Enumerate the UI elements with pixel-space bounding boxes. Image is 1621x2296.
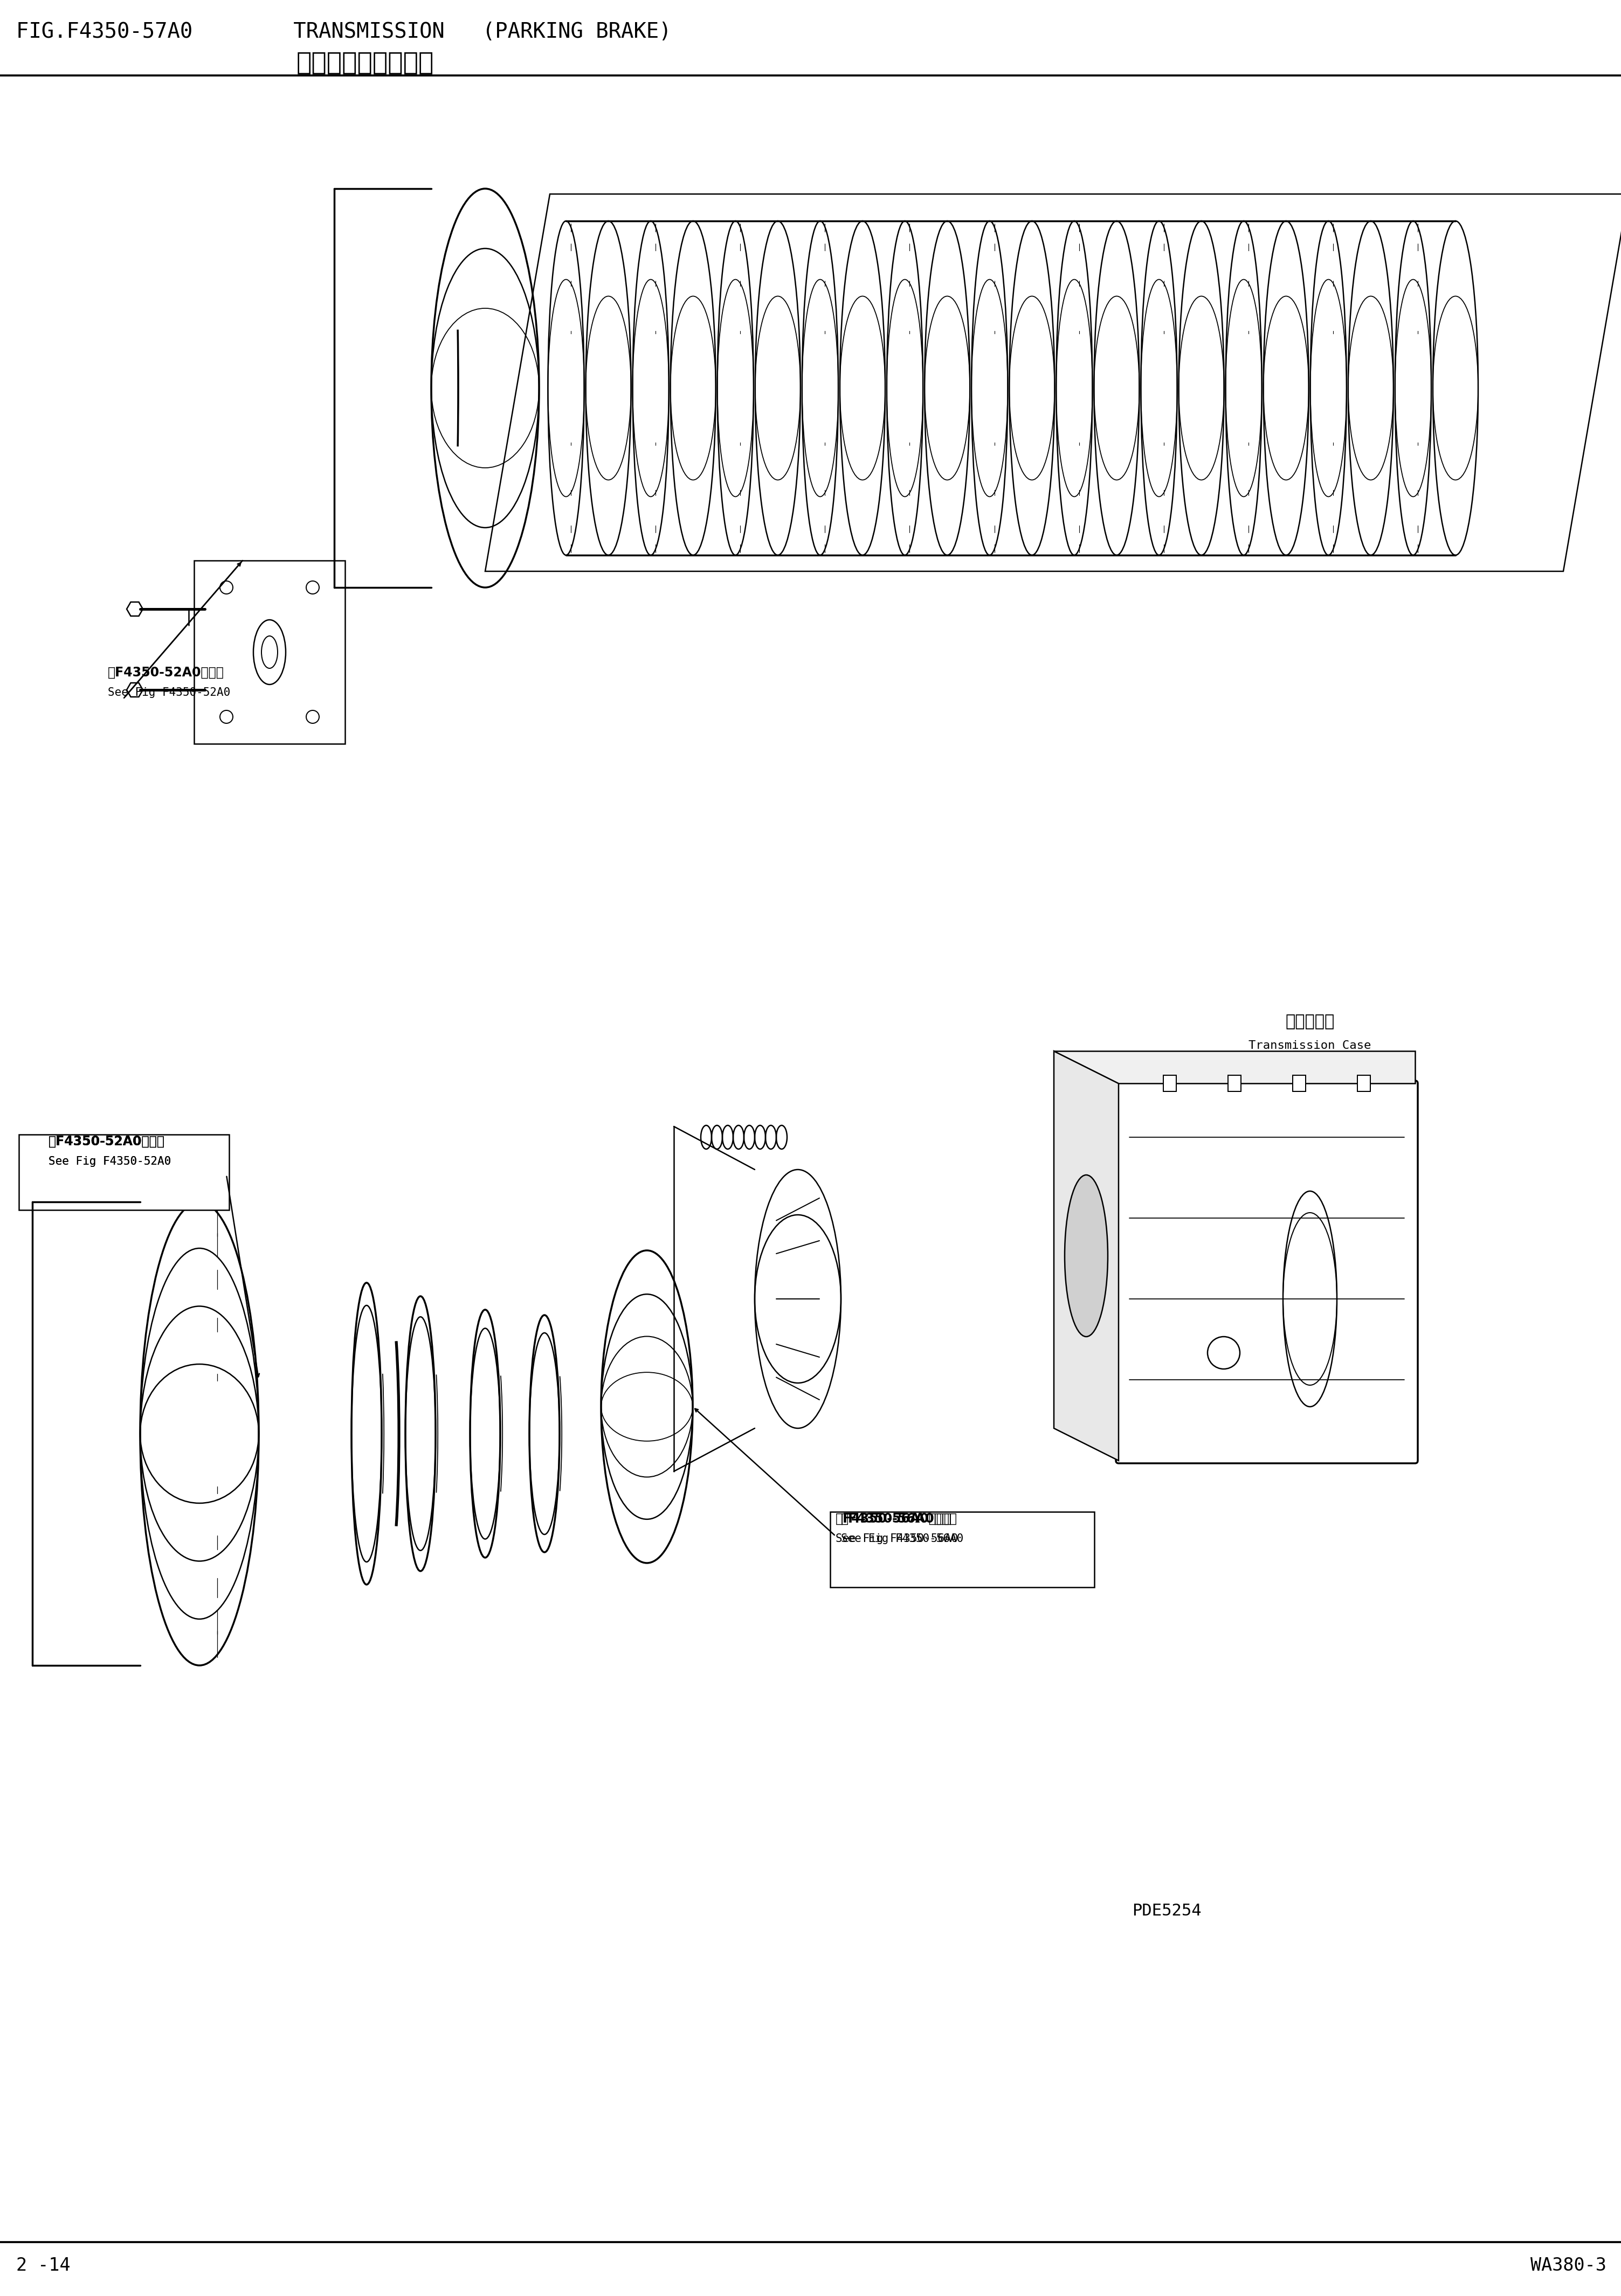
- Text: FIG.F4350-57A0        TRANSMISSION   (PARKING BRAKE): FIG.F4350-57A0 TRANSMISSION (PARKING BRA…: [16, 21, 671, 41]
- Text: Transmission Case: Transmission Case: [1248, 1040, 1371, 1052]
- Text: See Fig F4350-52A0: See Fig F4350-52A0: [49, 1157, 172, 1166]
- Text: 变速筱（停车制动）: 变速筱（停车制动）: [297, 51, 434, 76]
- FancyBboxPatch shape: [1115, 1081, 1418, 1463]
- FancyBboxPatch shape: [830, 1511, 1094, 1587]
- Bar: [195, 560, 345, 744]
- Ellipse shape: [1065, 1176, 1107, 1336]
- Text: See Fig F4350-52A0: See Fig F4350-52A0: [49, 1157, 172, 1166]
- Bar: [1357, 1075, 1370, 1091]
- Bar: [1292, 1075, 1305, 1091]
- Text: 第F4350-52A0图参照: 第F4350-52A0图参照: [109, 666, 224, 680]
- Text: 变速筱壳体: 变速筱壳体: [1285, 1015, 1334, 1029]
- Text: See Fig F4350-56A0: See Fig F4350-56A0: [841, 1534, 963, 1545]
- Text: 第F4350-52A0图参照: 第F4350-52A0图参照: [49, 1134, 165, 1148]
- Text: See Fig F4350-52A0: See Fig F4350-52A0: [109, 687, 230, 698]
- Polygon shape: [126, 602, 143, 615]
- Text: See Fig F4350-56A0: See Fig F4350-56A0: [835, 1534, 958, 1545]
- Text: PDE5254: PDE5254: [1131, 1903, 1201, 1919]
- Text: 第F4350-56A0图参照: 第F4350-56A0图参照: [841, 1513, 958, 1525]
- Polygon shape: [126, 682, 143, 698]
- Polygon shape: [1054, 1052, 1118, 1460]
- Text: 第F4350-52A0图参照: 第F4350-52A0图参照: [49, 1134, 165, 1148]
- Text: 2 -14: 2 -14: [16, 2257, 70, 2275]
- Bar: [1229, 1075, 1242, 1091]
- Polygon shape: [1054, 1052, 1415, 1084]
- Bar: [1164, 1075, 1177, 1091]
- FancyBboxPatch shape: [19, 1134, 229, 1210]
- Text: 第F4350-56A0图参照: 第F4350-56A0图参照: [835, 1513, 952, 1525]
- Text: WA380-3: WA380-3: [1530, 2257, 1606, 2275]
- Polygon shape: [485, 195, 1621, 572]
